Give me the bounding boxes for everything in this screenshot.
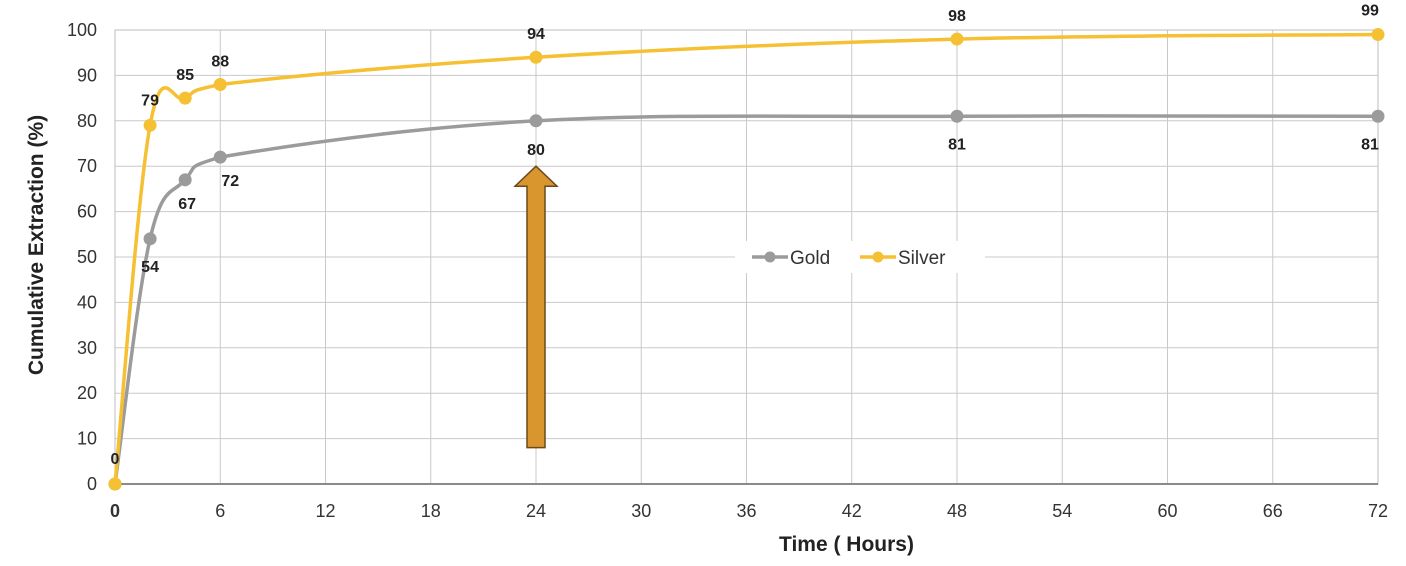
y-tick-label: 80	[77, 111, 97, 131]
x-tick-label: 0	[110, 501, 120, 521]
silver-series-line	[113, 32, 1379, 485]
x-tick-label: 24	[526, 501, 546, 521]
gold-point	[529, 114, 543, 128]
y-tick-label: 20	[77, 383, 97, 403]
annotation-arrow	[513, 165, 559, 449]
x-tick-label: 12	[315, 501, 335, 521]
y-tick-label: 100	[67, 20, 97, 40]
silver-data-label: 79	[141, 92, 159, 109]
gold-data-label: 80	[527, 142, 545, 159]
y-tick-label: 40	[77, 292, 97, 312]
gold-data-label: 67	[178, 196, 196, 213]
silver-legend-marker	[872, 251, 884, 263]
gold-point	[178, 173, 192, 187]
gold-data-label: 54	[141, 259, 159, 276]
x-tick-label: 66	[1263, 501, 1283, 521]
gold-legend-marker	[764, 251, 776, 263]
gold-data-label: 72	[221, 173, 239, 190]
y-tick-label: 0	[87, 474, 97, 494]
y-axis-title: Cumulative Extraction (%)	[25, 115, 48, 375]
y-tick-label: 30	[77, 338, 97, 358]
x-tick-label: 72	[1368, 501, 1388, 521]
silver-point	[143, 118, 157, 132]
gold-point	[213, 150, 227, 164]
x-tick-label: 6	[215, 501, 225, 521]
x-tick-label: 42	[842, 501, 862, 521]
silver-data-label: 99	[1361, 3, 1379, 20]
silver-data-label: 98	[948, 8, 966, 25]
gold-point	[1371, 109, 1385, 123]
x-tick-label: 54	[1052, 501, 1072, 521]
silver-point	[529, 50, 543, 64]
tick-labels: 0 10 20 30 40 50 60 70 80 90 100 0 6 12 18 24 30 36 42 48 54…	[67, 20, 1388, 521]
gold-point	[950, 109, 964, 123]
annotation-layer	[513, 165, 559, 449]
gold-point	[143, 232, 157, 246]
y-tick-label: 70	[77, 156, 97, 176]
gold-legend-label: Gold	[790, 248, 830, 269]
grid-lines	[114, 29, 1379, 485]
gold-data-label: 81	[948, 136, 966, 153]
x-axis-title: Time ( Hours)	[779, 533, 914, 556]
x-tick-label: 60	[1157, 501, 1177, 521]
legend: Gold Silver	[735, 241, 985, 273]
silver-data-label: 88	[211, 53, 229, 70]
silver-point	[1371, 28, 1385, 42]
gold-data-label: 0	[111, 451, 120, 468]
x-tick-label: 30	[631, 501, 651, 521]
y-tick-label: 60	[77, 202, 97, 222]
silver-data-label: 94	[527, 26, 545, 43]
data-labels: 0 54 67 72 80 81 81 79 85 88 94 98 99	[111, 3, 1379, 468]
silver-point	[108, 477, 122, 491]
silver-point	[950, 32, 964, 46]
y-tick-label: 50	[77, 247, 97, 267]
x-tick-label: 36	[736, 501, 756, 521]
y-tick-label: 90	[77, 65, 97, 85]
x-tick-label: 18	[421, 501, 441, 521]
silver-point	[178, 91, 192, 105]
x-tick-label: 48	[947, 501, 967, 521]
silver-point	[213, 77, 227, 91]
silver-legend-label: Silver	[898, 248, 946, 269]
gold-data-label: 81	[1361, 136, 1379, 153]
series-layer	[108, 28, 1385, 491]
y-tick-label: 10	[77, 429, 97, 449]
silver-data-label: 85	[176, 67, 194, 84]
